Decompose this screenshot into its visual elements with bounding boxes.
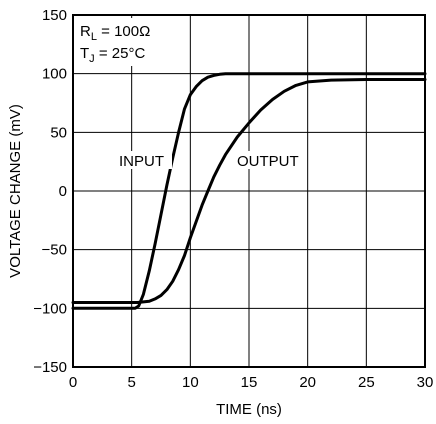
x-tick-label: 5 <box>127 374 135 391</box>
y-tick-label: −100 <box>33 300 67 317</box>
x-tick-label: 30 <box>417 374 434 391</box>
x-tick-label: 0 <box>69 374 77 391</box>
series-line-input <box>71 72 427 310</box>
series-label-output: OUTPUT <box>237 153 299 170</box>
grid <box>73 15 425 367</box>
curves <box>71 72 427 310</box>
y-tick-label: 150 <box>42 7 67 24</box>
x-tick-label: 20 <box>299 374 316 391</box>
x-tick-label: 15 <box>241 374 258 391</box>
junction-temp-label: TJ = 25°C <box>80 45 145 65</box>
y-tick-label: −50 <box>42 242 67 259</box>
load-resistance-label: RL = 100Ω <box>80 23 150 43</box>
plot-frame <box>72 14 426 368</box>
conditions-annotation: RL = 100Ω TJ = 25°C <box>76 18 172 66</box>
x-axis-label: TIME (ns) <box>216 401 282 418</box>
y-tick-label: 100 <box>42 66 67 83</box>
series-line-output <box>71 78 427 304</box>
y-axis-label: VOLTAGE CHANGE (mV) <box>7 104 24 278</box>
y-tick-label: −150 <box>33 359 67 376</box>
x-tick-label: 25 <box>358 374 375 391</box>
y-tick-label: 0 <box>59 183 67 200</box>
tick-labels: 0 5 10 15 20 25 30 150 100 50 0 −50 −100 −150 <box>33 7 433 391</box>
series-labels: INPUT OUTPUT <box>116 151 306 170</box>
x-tick-label: 10 <box>182 374 199 391</box>
series-label-input: INPUT <box>119 153 164 170</box>
y-tick-label: 50 <box>50 124 67 141</box>
